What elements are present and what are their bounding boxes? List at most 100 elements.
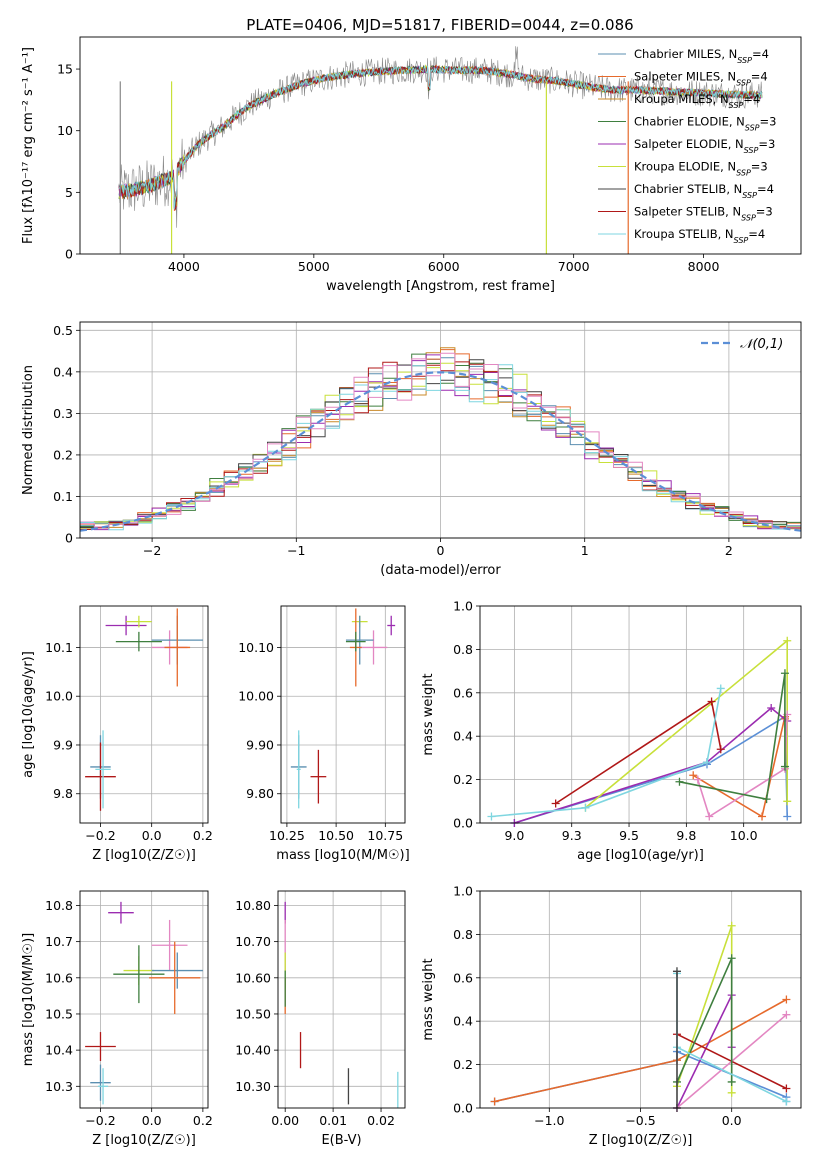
legend-entry: Kroupa STELIB, NSSP=4 — [634, 227, 765, 245]
x-tick-label: −0.5 — [625, 1113, 655, 1128]
y-tick-label: 10.60 — [235, 970, 271, 985]
panel-residuals: −2 −1 0 1 2 0 0.1 0.2 0.3 0.4 0.5 (data-model)/erro… — [21, 321, 802, 578]
y-tick-label: 10.3 — [45, 1079, 73, 1094]
x-tick-label: 10.0 — [730, 828, 758, 843]
y-tick-label: 10.40 — [235, 1043, 271, 1058]
x-tick-label: 8000 — [688, 259, 720, 274]
y-axis-label: mass weight — [421, 673, 436, 755]
data-point-marker — [727, 1088, 736, 1097]
data-point-marker — [693, 775, 702, 784]
data-point-marker — [762, 795, 771, 804]
y-tick-label: 10.0 — [45, 689, 73, 704]
legend-entry: Chabrier ELODIE, NSSP=3 — [634, 115, 776, 133]
histogram-series-line — [80, 347, 801, 530]
y-tick-label: 10.7 — [45, 934, 73, 949]
x-tick-label: 6000 — [428, 259, 460, 274]
legend-entry: 𝒩(0,1) — [740, 337, 783, 352]
data-point-marker — [581, 803, 590, 812]
x-tick-label: −0.2 — [85, 1113, 115, 1128]
axes-frame — [479, 890, 802, 1109]
axes-frame — [479, 605, 802, 824]
x-axis-label: E(B-V) — [321, 1133, 361, 1148]
legend-entry: Salpeter ELODIE, NSSP=3 — [634, 137, 775, 155]
data-point-marker — [487, 812, 496, 821]
y-tick-label: 10.5 — [45, 1006, 73, 1021]
data-point-marker — [705, 812, 714, 821]
data-point-marker — [551, 799, 560, 808]
x-tick-label: 0.02 — [367, 1113, 395, 1128]
panel-mass-weight-vs-Z: −1.0 −0.5 0.0 0.0 0.2 0.4 0.6 0.8 1.0 Z [log10(Z/… — [421, 884, 802, 1148]
y-tick-label: 10.4 — [45, 1043, 73, 1058]
x-tick-label: 9.5 — [619, 828, 639, 843]
x-tick-label: 0.0 — [142, 1113, 162, 1128]
data-point-marker — [716, 745, 725, 754]
x-axis-label: wavelength [Angstrom, rest frame] — [326, 279, 555, 294]
y-tick-label: 10.8 — [45, 898, 73, 913]
y-tick-label: 0 — [65, 247, 73, 262]
legend-entry: Chabrier STELIB, NSSP=4 — [634, 182, 774, 200]
x-axis-label: (data-model)/error — [380, 563, 501, 578]
y-tick-label: 0.1 — [53, 489, 73, 504]
y-tick-label: 10 — [57, 123, 73, 138]
data-point-marker — [716, 684, 725, 693]
data-point-marker — [783, 812, 792, 821]
axes-frame — [280, 605, 406, 824]
data-point-marker — [727, 1077, 736, 1086]
y-tick-label: 0.2 — [453, 1057, 473, 1072]
y-tick-label: 10.80 — [235, 898, 271, 913]
x-axis-label: Z [log10(Z/Z☉)] — [92, 848, 196, 863]
axes-frame — [79, 321, 802, 539]
y-tick-label: 10.1 — [45, 640, 73, 655]
x-tick-label: 10.25 — [269, 828, 305, 843]
data-point-marker — [727, 921, 736, 930]
x-tick-label: 0.0 — [142, 828, 162, 843]
data-point-marker — [783, 797, 792, 806]
x-axis-label: mass [log10(M/M☉)] — [276, 848, 409, 863]
data-point-marker — [782, 1084, 791, 1093]
axes-frame — [277, 890, 406, 1109]
panel-age-vs-mass: 10.25 10.50 10.75 9.80 9.90 10.00 10.10 mass [l… — [238, 605, 410, 863]
x-tick-label: −1.0 — [534, 1113, 564, 1128]
y-tick-label: 9.8 — [53, 786, 73, 801]
axes-frame — [79, 605, 209, 824]
data-point-marker — [782, 1010, 791, 1019]
y-tick-label: 0.6 — [453, 970, 473, 985]
y-tick-label: 9.90 — [246, 737, 274, 752]
x-tick-label: 5000 — [298, 259, 330, 274]
x-tick-label: 0.00 — [271, 1113, 299, 1128]
y-axis-label: Normed distribution — [21, 365, 36, 495]
x-tick-label: 2 — [725, 543, 733, 558]
x-tick-label: 0.2 — [193, 828, 213, 843]
data-point-marker — [758, 812, 767, 821]
data-point-marker — [783, 636, 792, 645]
data-point-marker — [702, 758, 711, 767]
y-tick-label: 10.30 — [235, 1079, 271, 1094]
x-tick-label: −0.2 — [85, 828, 115, 843]
mass-weight-series-line — [491, 688, 722, 818]
x-tick-label: 9.8 — [676, 828, 696, 843]
y-tick-label: 0.6 — [453, 685, 473, 700]
data-point-marker — [675, 777, 684, 786]
panel-age-vs-Z: −0.2 0.0 0.2 9.8 9.9 10.0 10.1 Z [log10(Z/Z☉)] a… — [21, 605, 213, 863]
data-point-marker — [780, 762, 789, 771]
data-point-marker — [782, 995, 791, 1004]
x-axis-label: age [log10(age/yr)] — [577, 848, 704, 863]
data-point-marker — [782, 1097, 791, 1106]
data-point-marker — [672, 967, 681, 976]
x-tick-label: 0 — [437, 543, 445, 558]
axes-frame — [79, 36, 802, 255]
x-tick-label: 4000 — [168, 259, 200, 274]
data-point-marker — [689, 771, 698, 780]
x-tick-label: −2 — [143, 543, 161, 558]
y-tick-label: 0 — [65, 531, 73, 546]
x-tick-label: 10.75 — [367, 828, 403, 843]
data-point-marker — [727, 954, 736, 963]
y-tick-label: 9.80 — [246, 786, 274, 801]
y-tick-label: 0.2 — [453, 772, 473, 787]
data-point-marker — [767, 703, 776, 712]
mass-weight-series-line — [697, 714, 788, 818]
legend-entry: Kroupa ELODIE, NSSP=3 — [634, 160, 768, 178]
y-tick-label: 0.8 — [453, 927, 473, 942]
